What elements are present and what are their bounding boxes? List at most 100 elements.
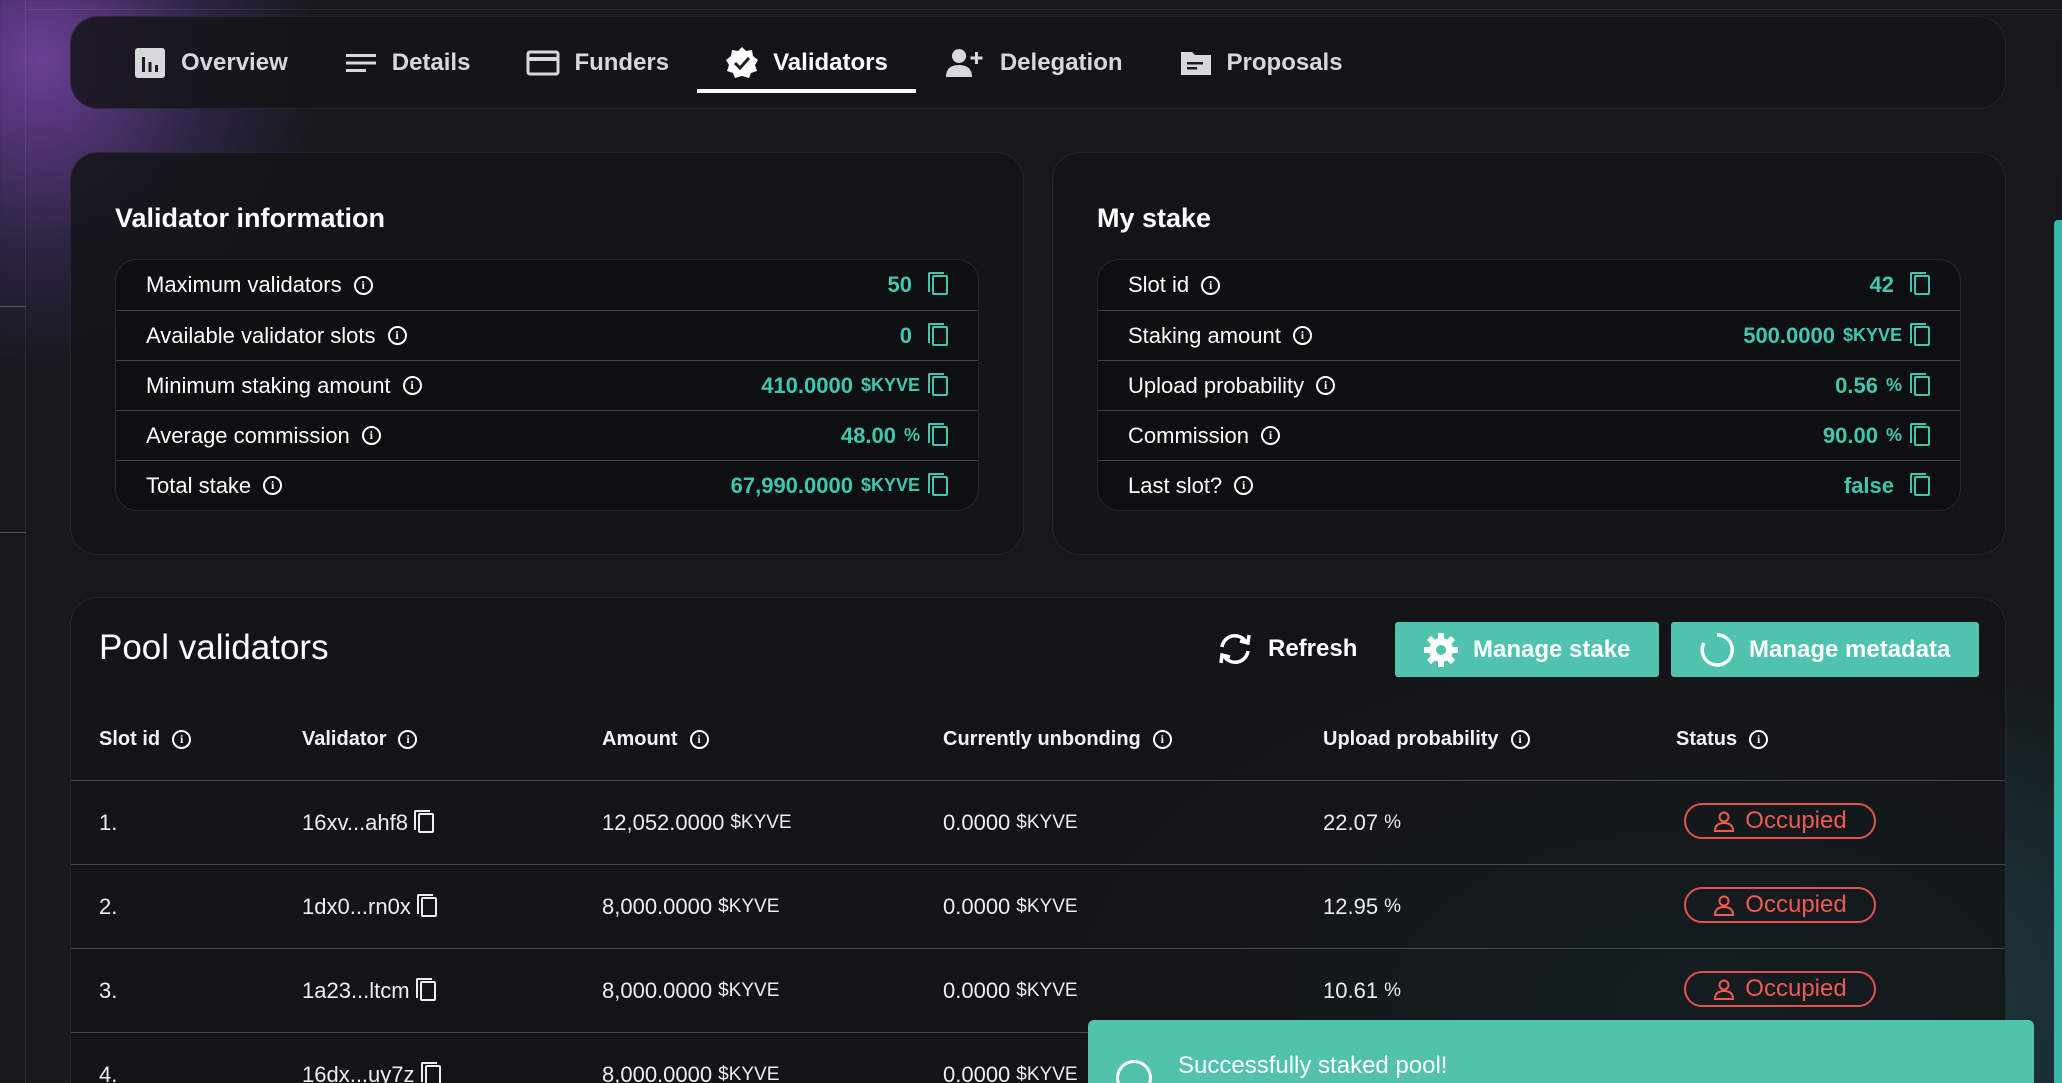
info-icon[interactable]: i xyxy=(263,476,283,495)
copy-icon[interactable] xyxy=(928,322,948,346)
add-user-icon xyxy=(945,48,983,77)
info-icon[interactable]: i xyxy=(361,426,381,445)
info-row: Minimum staking amount i 410.0000 $KYVE xyxy=(116,360,978,410)
column-header-unbonding[interactable]: Currently unbonding i xyxy=(943,728,1172,751)
info-icon[interactable]: i xyxy=(353,275,373,295)
copy-icon[interactable] xyxy=(928,422,948,446)
validator-address: 1a23...ltcm xyxy=(302,978,410,1003)
info-icon[interactable]: i xyxy=(1510,730,1530,749)
info-icon[interactable]: i xyxy=(398,730,418,749)
info-label: Upload probability xyxy=(1128,372,1305,398)
info-icon[interactable]: i xyxy=(1292,326,1312,345)
column-header-slot-id[interactable]: Slot id i xyxy=(99,728,192,751)
tab-overview[interactable]: Overview xyxy=(105,16,316,109)
scrollbar[interactable] xyxy=(2054,220,2062,1083)
info-icon[interactable]: i xyxy=(1749,730,1769,749)
copy-icon[interactable] xyxy=(414,810,434,833)
info-value: 500.0000 xyxy=(1743,322,1835,348)
refresh-button[interactable]: Refresh xyxy=(1216,622,1357,676)
copy-icon[interactable] xyxy=(1910,272,1930,295)
probability-cell: 12.95% xyxy=(1323,865,1401,949)
success-toast[interactable]: Successfully staked pool! xyxy=(1088,1020,2034,1083)
tab-funders[interactable]: Funders xyxy=(498,16,697,109)
column-header-amount[interactable]: Amount i xyxy=(602,728,709,751)
tab-delegation[interactable]: Delegation xyxy=(916,16,1151,109)
tab-validators[interactable]: Validators xyxy=(697,16,916,109)
slot-cell: 3. xyxy=(99,978,118,1003)
info-row: Last slot? i false xyxy=(1098,460,1960,510)
column-label: Slot id xyxy=(99,728,161,750)
copy-icon[interactable] xyxy=(928,472,948,496)
tab-details[interactable]: Details xyxy=(316,16,499,109)
table-row[interactable]: 1. 16xv...ahf8 12,052.0000 $KYVE 0.0000 $K… xyxy=(71,780,2005,864)
probability-value: 12.95 xyxy=(1323,894,1379,919)
table-row[interactable]: 2. 1dx0...rn0x 8,000.0000 $KYVE 0.0000 $KY… xyxy=(71,864,2005,948)
info-icon[interactable]: i xyxy=(1234,476,1254,495)
manage-metadata-button[interactable]: Manage metadata xyxy=(1671,622,1979,677)
copy-icon[interactable] xyxy=(928,272,948,295)
column-header-upload-probability[interactable]: Upload probability i xyxy=(1323,728,1530,751)
toast-message: Successfully staked pool! xyxy=(1178,1052,1448,1079)
percent-unit: % xyxy=(1384,812,1401,833)
copy-icon[interactable] xyxy=(420,1062,441,1083)
manage-stake-label: Manage stake xyxy=(1473,635,1631,663)
info-row: Maximum validators i 50 xyxy=(116,260,978,310)
table-row[interactable]: 3. 1a23...ltcm 8,000.0000 $KYVE 0.0000 $KY… xyxy=(71,948,2005,1032)
column-header-status[interactable]: Status i xyxy=(1676,728,1769,751)
info-value: 0.56 xyxy=(1835,372,1878,398)
currency-unit: $KYVE xyxy=(1016,896,1078,917)
info-icon[interactable]: i xyxy=(387,326,407,345)
info-icon[interactable]: i xyxy=(402,376,422,395)
copy-icon[interactable] xyxy=(416,894,437,917)
unbonding-cell: 0.0000 $KYVE xyxy=(943,1033,1078,1083)
tab-label: Details xyxy=(391,48,471,76)
manage-stake-button[interactable]: Manage stake xyxy=(1395,622,1659,677)
tab-label: Validators xyxy=(773,48,888,76)
info-value: 42 xyxy=(1869,272,1894,297)
my-stake-table: Slot id i 42 Staking amount i 500.0000 $KYV… xyxy=(1097,259,1961,511)
currency-unit: $KYVE xyxy=(1016,812,1078,833)
currency-unit: $KYVE xyxy=(718,980,780,1001)
percent-unit: % xyxy=(1384,896,1401,917)
info-unit: % xyxy=(1885,425,1902,445)
info-unit: % xyxy=(903,425,920,445)
info-row: Commission i 90.00% xyxy=(1098,410,1960,460)
info-icon[interactable]: i xyxy=(1261,426,1281,445)
card-title: My stake xyxy=(1097,203,1212,233)
table-row[interactable]: 4. 16dx...uy7z 8,000.0000 $KYVE 0.0000 $KY… xyxy=(71,1032,2005,1083)
column-label: Amount xyxy=(602,728,678,750)
bar-chart-icon xyxy=(135,47,165,78)
copy-icon[interactable] xyxy=(928,372,948,396)
info-icon[interactable]: i xyxy=(1152,730,1172,749)
info-value: 90.00 xyxy=(1822,422,1878,448)
info-row: Upload probability i 0.56% xyxy=(1098,360,1960,410)
info-value: 48.00 xyxy=(840,422,896,448)
info-icon[interactable]: i xyxy=(1316,376,1336,395)
status-badge: Occupied xyxy=(1684,887,1876,923)
tab-label: Overview xyxy=(181,48,288,76)
probability-cell: 22.07% xyxy=(1323,781,1401,865)
copy-icon[interactable] xyxy=(1910,422,1930,446)
column-header-validator[interactable]: Validator i xyxy=(302,728,418,751)
pool-title: Pool validators xyxy=(99,628,329,667)
validator-address: 1dx0...rn0x xyxy=(302,894,411,919)
info-icon[interactable]: i xyxy=(689,730,709,749)
card-title: Validator information xyxy=(115,203,386,233)
info-icon[interactable]: i xyxy=(172,730,192,749)
left-rail xyxy=(0,0,26,1083)
copy-icon[interactable] xyxy=(1910,322,1930,346)
amount-value: 8,000.0000 xyxy=(602,894,713,919)
copy-icon[interactable] xyxy=(1910,372,1930,396)
amount-cell: 8,000.0000 $KYVE xyxy=(602,1033,779,1083)
info-row: Total stake i 67,990.0000 $KYVE xyxy=(116,460,978,510)
amount-cell: 8,000.0000 $KYVE xyxy=(602,949,779,1033)
tab-proposals[interactable]: Proposals xyxy=(1151,16,1371,109)
unbonding-value: 0.0000 xyxy=(943,810,1011,835)
copy-icon[interactable] xyxy=(1910,472,1930,496)
copy-icon[interactable] xyxy=(415,978,436,1001)
info-row: Available validator slots i 0 xyxy=(116,310,978,360)
refresh-label: Refresh xyxy=(1268,635,1358,662)
info-icon[interactable]: i xyxy=(1201,275,1221,295)
rail-divider xyxy=(0,532,26,533)
validator-cell: 16dx...uy7z xyxy=(302,1033,441,1083)
